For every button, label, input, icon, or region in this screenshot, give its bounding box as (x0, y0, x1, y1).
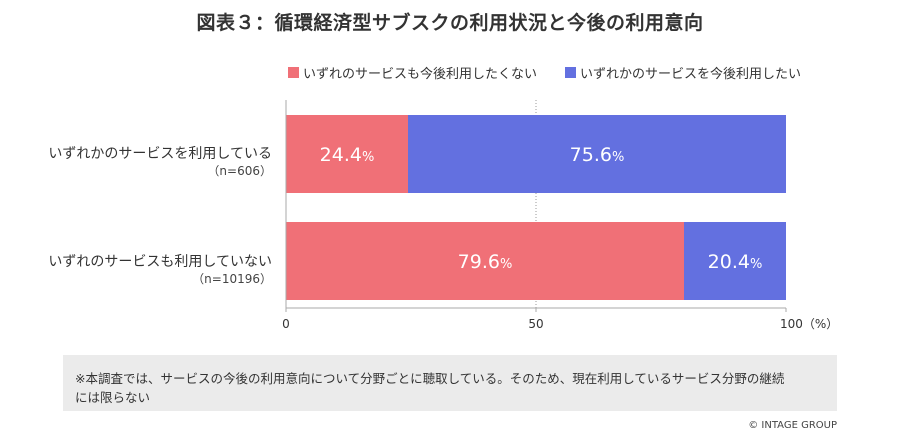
data-label-1-1: 24.4% (320, 144, 375, 166)
category-name: いずれのサービスも利用していない (48, 254, 272, 270)
x-tick-label-0: 0 (282, 317, 290, 331)
footnote-line-2: には限らない (75, 390, 151, 405)
x-tick-label-100: 100（%） (780, 317, 838, 331)
legend-label-intent: いずれかのサービスを今後利用したい (580, 67, 802, 82)
legend-label-no-intent: いずれのサービスも今後利用したくない (303, 67, 538, 82)
footnote-line-1: ※本調査では、サービスの今後の利用意向について分野ごとに聴取している。そのため、… (75, 371, 785, 386)
footnote: ※本調査では、サービスの今後の利用意向について分野ごとに聴取している。そのため、… (63, 355, 837, 411)
data-label-2-2: 20.4% (708, 251, 763, 273)
chart-plot: 24.4% 75.6% 79.6% 20.4% 0 50 100（%） (282, 100, 838, 331)
bar-segment-1-2 (408, 115, 786, 193)
legend-item-no-intent: いずれのサービスも今後利用したくない (288, 63, 537, 82)
copyright: © INTAGE GROUP (748, 420, 837, 431)
bar-segment-2-2 (684, 222, 786, 300)
category-name: いずれかのサービスを利用している (48, 146, 272, 162)
data-label-1-2: 75.6% (570, 144, 625, 166)
legend: いずれのサービスも今後利用したくない いずれかのサービスを今後利用したい (288, 63, 829, 82)
category-sample-size: （n=10196） (192, 272, 272, 286)
data-label-2-1: 79.6% (458, 251, 513, 273)
bar-segment-1-1 (286, 115, 408, 193)
category-label-not-using: いずれのサービスも利用していない （n=10196） (48, 253, 272, 287)
legend-swatch-no-intent (288, 67, 299, 78)
legend-swatch-intent (565, 67, 577, 78)
chart-title: 図表３：循環経済型サブスクの利用状況と今後の利用意向 (196, 12, 704, 34)
x-tick-label-50: 50 (528, 317, 543, 331)
category-label-using: いずれかのサービスを利用している （n=606） (48, 145, 272, 179)
legend-item-intent: いずれかのサービスを今後利用したい (565, 63, 801, 82)
bar-segment-2-1 (286, 222, 684, 300)
category-sample-size: （n=606） (207, 164, 272, 178)
